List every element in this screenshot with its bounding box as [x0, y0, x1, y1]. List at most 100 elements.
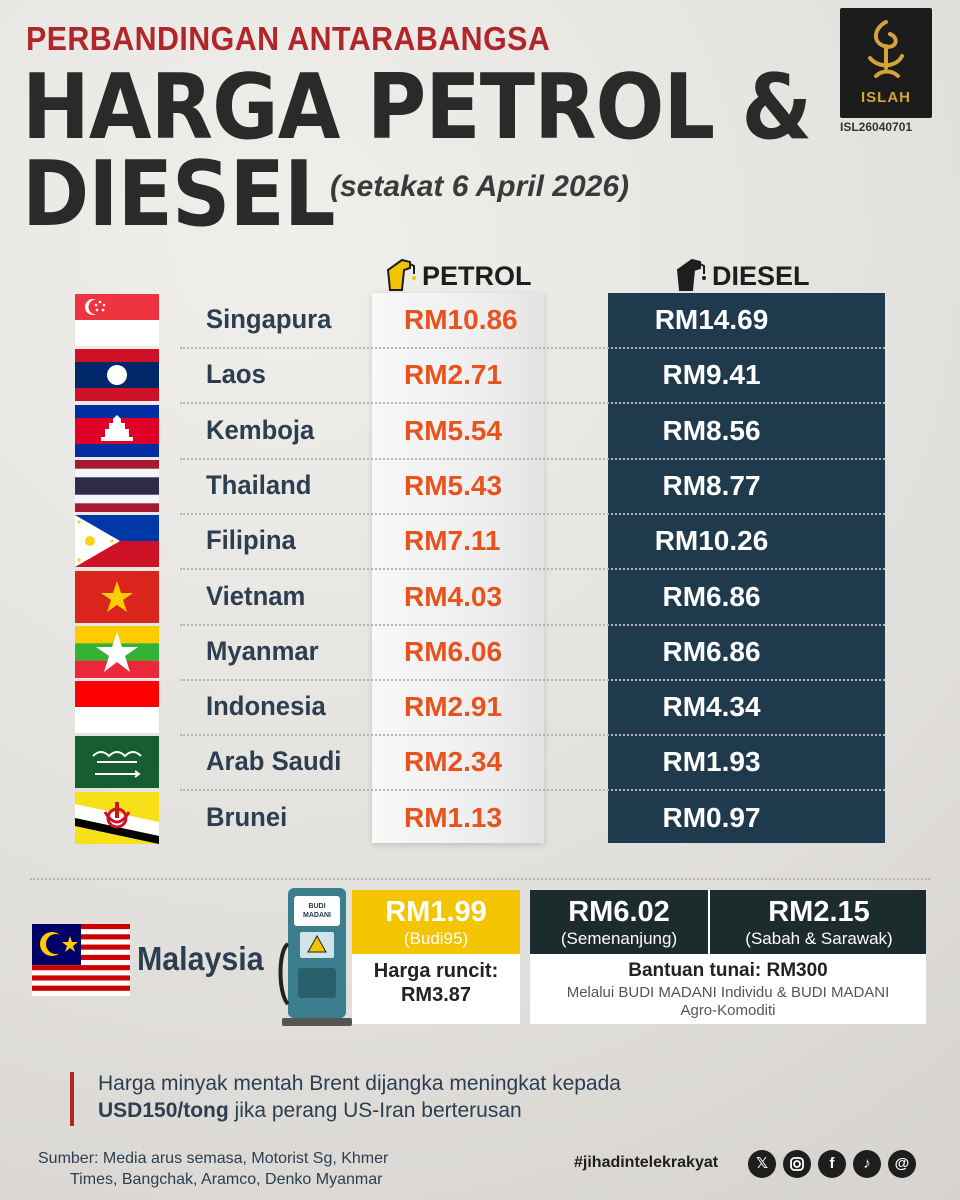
singapore-flag: [75, 294, 159, 346]
thailand-flag: [75, 460, 159, 512]
tiktok-icon[interactable]: ♪: [853, 1150, 881, 1178]
country-name: Vietnam: [206, 581, 306, 611]
diesel-price: RM10.26: [654, 525, 769, 556]
calligraphy-icon: [868, 20, 904, 78]
facebook-icon[interactable]: f: [818, 1150, 846, 1178]
diesel-sabah-sarawak-price: RM2.15: [768, 896, 870, 928]
islah-logo: ISLAH: [840, 8, 932, 118]
source-line-2: Times, Bangchak, Aramco, Denko Myanmar: [70, 1171, 383, 1188]
budi95-banner: RM1.99 (Budi95): [352, 890, 520, 954]
source-credits: Sumber: Media arus semasa, Motorist Sg, …: [38, 1148, 518, 1190]
diesel-price: RM6.86: [662, 636, 761, 667]
table-row: Filipina RM7.11 RM10.26: [75, 515, 885, 570]
saudi-arabia-flag: [75, 736, 159, 788]
country-name: Arab Saudi: [206, 746, 342, 776]
diesel-peninsula-price: RM6.02: [568, 896, 670, 928]
diesel-price: RM6.86: [662, 581, 761, 612]
petrol-price: RM1.13: [404, 802, 503, 833]
country-name: Thailand: [206, 470, 312, 500]
petrol-price: RM2.71: [404, 359, 503, 390]
diesel-price: RM8.56: [662, 415, 761, 446]
malaysia-flag: [32, 924, 130, 996]
diesel-peninsula-cell: RM6.02 (Semenanjung): [530, 890, 710, 954]
diesel-price: RM0.97: [662, 802, 761, 833]
petrol-price: RM5.54: [404, 415, 503, 446]
diesel-price: RM14.69: [654, 304, 769, 335]
cambodia-flag: [75, 405, 159, 457]
row-separator: [180, 513, 885, 515]
myanmar-flag: [75, 626, 159, 678]
country-name: Singapura: [206, 304, 332, 334]
laos-flag: [75, 349, 159, 401]
threads-icon[interactable]: @: [888, 1150, 916, 1178]
table-row: Kemboja RM5.54 RM8.56: [75, 405, 885, 460]
diesel-price: RM8.77: [662, 470, 761, 501]
retail-price-value: RM3.87: [400, 984, 472, 1006]
diesel-sabah-sarawak-cell: RM2.15 (Sabah & Sarawak): [712, 890, 926, 954]
diesel-sabah-sarawak-label: (Sabah & Sarawak): [745, 929, 893, 948]
petrol-header-label: PETROL: [422, 261, 532, 291]
cash-aid-description: Melalui BUDI MADANI Individu & BUDI MADA…: [566, 984, 890, 1019]
diesel-peninsula-label: (Semenanjung): [560, 929, 678, 948]
petrol-price: RM5.43: [404, 470, 503, 501]
note-line-2-rest: jika perang US-Iran berterusan: [228, 1099, 522, 1122]
date-note: (setakat 6 April 2026): [330, 170, 630, 203]
instagram-icon[interactable]: [783, 1150, 811, 1178]
x-icon[interactable]: 𝕏: [748, 1150, 776, 1178]
petrol-price: RM4.03: [404, 581, 503, 612]
indonesia-flag: [75, 681, 159, 733]
budi95-label: (Budi95): [403, 929, 469, 948]
country-name: Filipina: [206, 525, 296, 555]
row-separator: [180, 568, 885, 570]
row-separator: [180, 347, 885, 349]
page-title-line2: DIESEL: [22, 142, 335, 247]
fuel-pump-icon: BUDI MADANI: [278, 888, 352, 1026]
malaysia-label: Malaysia: [137, 940, 264, 977]
table-row: Singapura RM10.86 RM14.69: [75, 294, 885, 349]
cash-aid-title: Bantuan tunai: RM300: [628, 960, 828, 981]
malaysia-diesel-banner: RM6.02 (Semenanjung) RM2.15 (Sabah & Sar…: [530, 890, 926, 954]
country-name: Indonesia: [206, 691, 326, 721]
row-separator: [180, 679, 885, 681]
note-accent-bar: [70, 1072, 74, 1126]
table-row: Brunei RM1.13 RM0.97: [75, 792, 885, 847]
page-title-line1: HARGA PETROL &: [22, 55, 812, 160]
row-separator: [180, 458, 885, 460]
petrol-price: RM2.91: [404, 691, 503, 722]
vietnam-flag: [75, 571, 159, 623]
petrol-price: RM2.34: [404, 746, 503, 777]
diesel-header-label: DIESEL: [712, 261, 810, 291]
diesel-pump-nozzle-icon: [676, 258, 706, 291]
table-row: Myanmar RM6.06 RM6.86: [75, 626, 885, 681]
logo-text: ISLAH: [861, 89, 911, 106]
petrol-price: RM7.11: [404, 525, 501, 556]
note-highlight: USD150/tong: [98, 1099, 229, 1122]
petrol-pump-nozzle-icon: [386, 258, 416, 291]
diesel-price: RM4.34: [662, 691, 761, 722]
note-line-2: USD150/tong jika perang US-Iran berterus…: [98, 1099, 522, 1123]
diesel-price: RM1.93: [662, 746, 761, 777]
budi95-price-box: RM1.99 (Budi95) Harga runcit: RM3.87: [352, 890, 520, 1024]
supertitle: PERBANDINGAN ANTARABANGSA: [26, 20, 551, 57]
petrol-price: RM10.86: [404, 304, 518, 335]
philippines-flag: [75, 515, 159, 567]
country-name: Laos: [206, 359, 266, 389]
diesel-price: RM9.41: [662, 359, 761, 390]
svg-text:BUDI: BUDI: [308, 903, 325, 910]
country-name: Kemboja: [206, 415, 315, 445]
row-separator: [180, 402, 885, 404]
svg-text:MADANI: MADANI: [303, 912, 331, 919]
petrol-header: PETROL: [382, 252, 532, 292]
row-separator: [180, 789, 885, 791]
row-separator: [180, 624, 885, 626]
reference-code: ISL26040701: [840, 120, 913, 134]
table-row: Thailand RM5.43 RM8.77: [75, 460, 885, 515]
note-line-1: Harga minyak mentah Brent dijangka menin…: [98, 1072, 621, 1095]
table-row: Laos RM2.71 RM9.41: [75, 349, 885, 404]
country-name: Brunei: [206, 802, 288, 832]
petrol-price: RM6.06: [404, 636, 503, 667]
country-name: Myanmar: [206, 636, 319, 666]
table-row: Vietnam RM4.03 RM6.86: [75, 571, 885, 626]
section-divider: [30, 878, 930, 880]
hashtag: #jihadintelekrakyat: [574, 1154, 719, 1171]
